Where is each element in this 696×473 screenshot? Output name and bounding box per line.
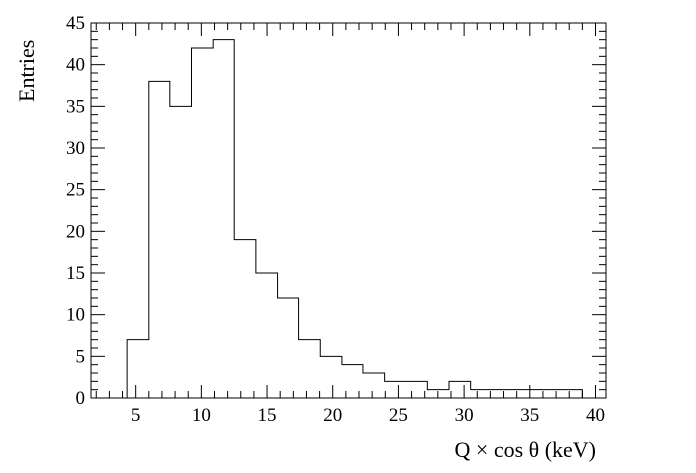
histogram-bin xyxy=(471,390,583,398)
x-tick-label: 15 xyxy=(258,405,277,426)
y-tick-label: 0 xyxy=(76,388,86,409)
y-tick-label: 15 xyxy=(66,263,85,284)
y-axis-title: Entries xyxy=(14,40,39,102)
histogram-bin xyxy=(299,340,321,398)
y-tick-label: 45 xyxy=(66,13,85,34)
y-tick-label: 35 xyxy=(66,96,85,117)
axis-ticks xyxy=(91,22,606,399)
histogram-bin xyxy=(256,273,278,398)
x-tick-label: 10 xyxy=(192,405,211,426)
histogram-bin xyxy=(320,356,342,398)
y-tick-label: 25 xyxy=(66,180,85,201)
x-tick-label: 40 xyxy=(586,405,605,426)
histogram-bins xyxy=(127,40,582,398)
y-tick-label: 20 xyxy=(66,221,85,242)
x-tick-label: 5 xyxy=(131,405,141,426)
histogram-bin xyxy=(449,381,471,398)
x-tick-label: 25 xyxy=(389,405,408,426)
histogram-bin xyxy=(192,48,214,398)
x-axis-title: Q × cos θ (keV) xyxy=(455,437,596,462)
y-tick-label: 5 xyxy=(76,346,86,367)
histogram-bin xyxy=(127,340,149,398)
y-tick-label: 10 xyxy=(66,305,85,326)
histogram-bin xyxy=(406,381,427,398)
histogram-bin xyxy=(234,240,256,398)
y-tick-label: 40 xyxy=(66,55,85,76)
histogram-bin xyxy=(149,81,170,398)
histogram-bin xyxy=(363,373,385,398)
histogram-bin xyxy=(170,106,192,398)
histogram-outline xyxy=(126,39,583,398)
plot-frame xyxy=(90,22,607,399)
x-tick-label: 20 xyxy=(323,405,342,426)
x-tick-label: 30 xyxy=(455,405,474,426)
x-tick-label: 35 xyxy=(520,405,539,426)
histogram-bin xyxy=(385,381,407,398)
y-tick-label: 30 xyxy=(66,138,85,159)
histogram-bin xyxy=(342,365,363,398)
axis-tick-labels: 0 5 10 15 20 25 30 35 40 45 5 10 15 20 25 30 35 40 xyxy=(66,13,605,426)
histogram-bin xyxy=(213,40,234,398)
histogram-bin xyxy=(278,298,299,398)
